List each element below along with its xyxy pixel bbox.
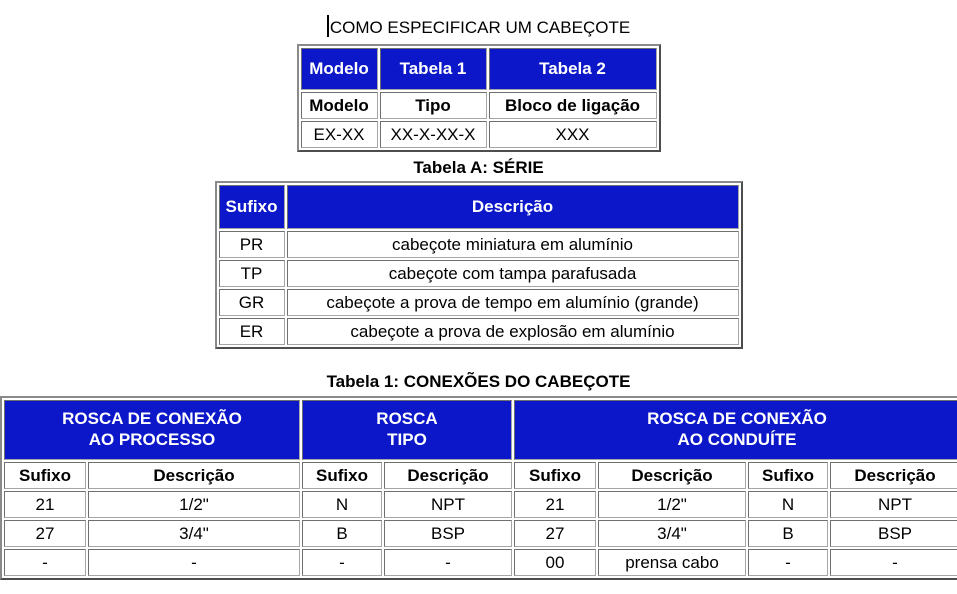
spec-subheader-bloco: Bloco de ligação xyxy=(488,92,657,119)
spec-value-tipo: XX-X-XX-X xyxy=(379,121,487,148)
serie-table-header-row: Sufixo Descrição xyxy=(218,185,739,229)
group-header-rosca-tipo-line1: ROSCA xyxy=(376,409,438,428)
spec-table: Modelo Tabela 1 Tabela 2 Modelo Tipo Blo… xyxy=(296,44,661,152)
table-cell: GR xyxy=(218,289,285,316)
table-cell: N xyxy=(302,491,382,518)
table-cell: B xyxy=(748,520,828,547)
table-row: PR cabeçote miniatura em alumínio xyxy=(218,231,739,258)
table-row: 21 1/2" N NPT 21 1/2" N NPT xyxy=(4,491,957,518)
table-row: 27 3/4" B BSP 27 3/4" B BSP xyxy=(4,520,957,547)
spec-subheader-tipo: Tipo xyxy=(379,92,487,119)
table-cell: 27 xyxy=(4,520,86,547)
group-header-conduite-line2: AO CONDUÍTE xyxy=(677,430,797,449)
table-cell: 3/4" xyxy=(88,520,300,547)
document-page: COMO ESPECIFICAR UM CABEÇOTE Modelo Tabe… xyxy=(0,15,957,580)
spec-header-tabela1: Tabela 1 xyxy=(379,48,487,90)
spec-header-modelo: Modelo xyxy=(300,48,378,90)
table-cell: BSP xyxy=(384,520,512,547)
table-row: TP cabeçote com tampa parafusada xyxy=(218,260,739,287)
table-cell: B xyxy=(302,520,382,547)
table-row: GR cabeçote a prova de tempo em alumínio … xyxy=(218,289,739,316)
table-cell: ER xyxy=(218,318,285,345)
text-cursor-caret xyxy=(326,15,329,37)
spec-table-subheader-row: Modelo Tipo Bloco de ligação xyxy=(300,92,657,119)
table-cell: cabeçote miniatura em alumínio xyxy=(286,231,739,258)
table-row: - - - -00 prensa cabo - - xyxy=(4,549,957,576)
tabela-a-title: Tabela A: SÉRIE xyxy=(413,158,544,177)
table-cell: - xyxy=(384,549,512,576)
table-cell: - xyxy=(88,549,300,576)
table-cell: cabeçote a prova de explosão em alumínio xyxy=(286,318,739,345)
table-cell: BSP xyxy=(830,520,957,547)
page-title: COMO ESPECIFICAR UM CABEÇOTE xyxy=(329,18,631,37)
table-cell: 3/4" xyxy=(598,520,746,547)
group-header-processo-line1: ROSCA DE CONEXÃO xyxy=(62,409,242,428)
col-header-sufixo-2: Sufixo xyxy=(302,462,382,489)
col-header-descricao-3: Descrição xyxy=(598,462,746,489)
col-header-descricao-2: Descrição xyxy=(384,462,512,489)
table-cell: N xyxy=(748,491,828,518)
group-header-rosca-tipo-line2: TIPO xyxy=(387,430,427,449)
page-title-line: COMO ESPECIFICAR UM CABEÇOTE xyxy=(0,15,957,39)
col-header-sufixo-4: Sufixo xyxy=(748,462,828,489)
table-cell: cabeçote a prova de tempo em alumínio (g… xyxy=(286,289,739,316)
spec-header-tabela2: Tabela 2 xyxy=(488,48,657,90)
table-cell: NPT xyxy=(830,491,957,518)
col-header-descricao-4: Descrição xyxy=(830,462,957,489)
spec-value-bloco: XXX xyxy=(488,121,657,148)
col-header-sufixo-1: Sufixo xyxy=(4,462,86,489)
col-header-sufixo-3: Sufixo xyxy=(514,462,596,489)
table-cell: cabeçote com tampa parafusada xyxy=(286,260,739,287)
serie-header-sufixo: Sufixo xyxy=(218,185,285,229)
table-cell: - xyxy=(748,549,828,576)
table-cell: prensa cabo xyxy=(598,549,746,576)
group-header-processo: ROSCA DE CONEXÃO AO PROCESSO xyxy=(4,400,300,460)
table-cell: - xyxy=(830,549,957,576)
table-cell: 1/2" xyxy=(88,491,300,518)
serie-header-descricao: Descrição xyxy=(286,185,739,229)
table-cell: 27 xyxy=(514,520,596,547)
table-cell: 21 xyxy=(4,491,86,518)
spec-subheader-modelo: Modelo xyxy=(300,92,378,119)
spec-table-header-row: Modelo Tabela 1 Tabela 2 xyxy=(300,48,657,90)
conexoes-table: ROSCA DE CONEXÃO AO PROCESSO ROSCA TIPO … xyxy=(0,396,957,580)
conexoes-group-header-row: ROSCA DE CONEXÃO AO PROCESSO ROSCA TIPO … xyxy=(4,400,957,460)
group-header-processo-line2: AO PROCESSO xyxy=(88,430,216,449)
table-cell: 1/2" xyxy=(598,491,746,518)
serie-table: Sufixo Descrição PR cabeçote miniatura em… xyxy=(214,181,743,349)
tabela-1-title: Tabela 1: CONEXÕES DO CABEÇOTE xyxy=(326,372,631,391)
table-cell: NPT xyxy=(384,491,512,518)
spec-value-modelo: EX-XX xyxy=(300,121,378,148)
group-header-conduite: ROSCA DE CONEXÃO AO CONDUÍTE xyxy=(514,400,957,460)
table-cell: TP xyxy=(218,260,285,287)
table-cell: - xyxy=(302,549,382,576)
table-cell: PR xyxy=(218,231,285,258)
group-header-rosca-tipo: ROSCA TIPO xyxy=(302,400,512,460)
col-header-descricao-1: Descrição xyxy=(88,462,300,489)
table-cell: - xyxy=(4,549,86,576)
table-row: ER cabeçote a prova de explosão em alumín… xyxy=(218,318,739,345)
table-cell: 21 xyxy=(514,491,596,518)
table-cell: 00 xyxy=(514,549,596,576)
group-header-conduite-line1: ROSCA DE CONEXÃO xyxy=(647,409,827,428)
conexoes-subheader-row: Sufixo Descrição Sufixo Descrição Sufixo… xyxy=(4,462,957,489)
spec-table-values-row: EX-XX XX-X-XX-X XXX xyxy=(300,121,657,148)
